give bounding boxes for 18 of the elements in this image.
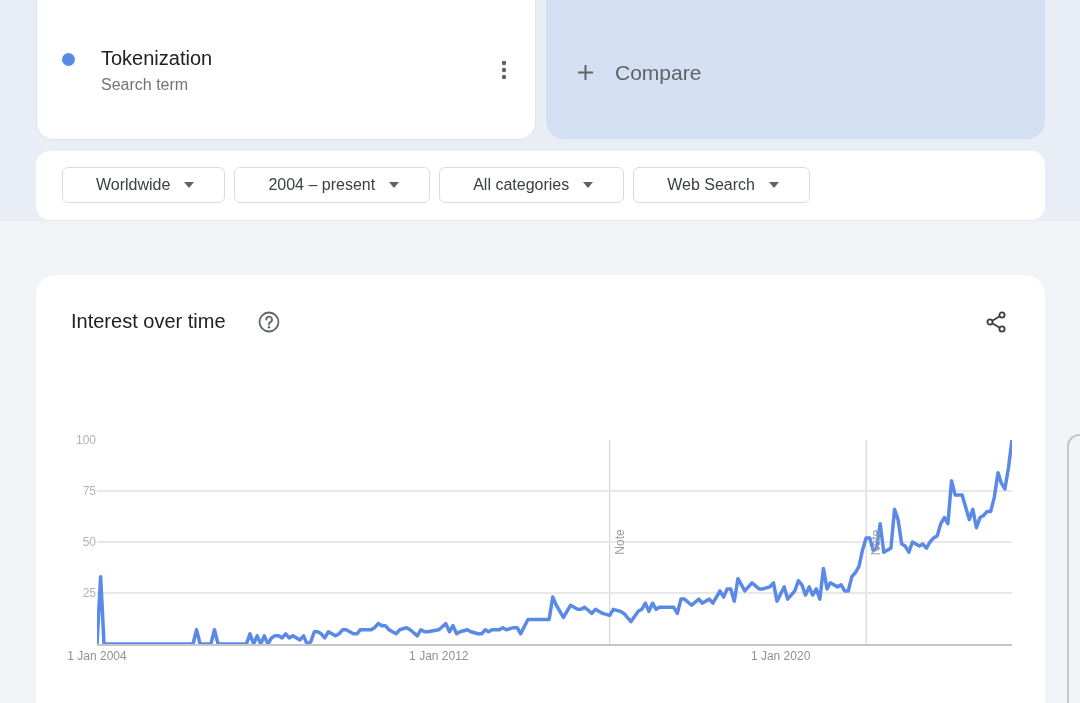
line-series	[97, 440, 1012, 644]
ref-line-label: Note	[869, 529, 884, 556]
dropdown-field: 2004 – present	[234, 167, 431, 203]
text: Compare	[615, 61, 702, 85]
x-tick-label: 1 Jan 2012	[409, 648, 469, 663]
x-tick-label: 1 Jan 2020	[750, 648, 811, 663]
dropdown-field: Web Search	[633, 167, 810, 203]
dropdown-field: All categories	[439, 167, 625, 203]
x-tick-label: 1 Jan 2004	[67, 648, 128, 663]
y-tick-label: 50	[82, 535, 97, 550]
y-tick-label: 75	[82, 484, 97, 499]
ref-line-label: Note	[612, 529, 627, 555]
y-tick-label: 100	[75, 433, 97, 448]
dropdown-field: Worldwide	[62, 167, 226, 203]
y-tick-label: 25	[82, 586, 97, 601]
chart-title: Interest over time	[71, 310, 226, 333]
legend-label: Tokenization	[101, 47, 213, 70]
text: Search term	[101, 76, 189, 94]
